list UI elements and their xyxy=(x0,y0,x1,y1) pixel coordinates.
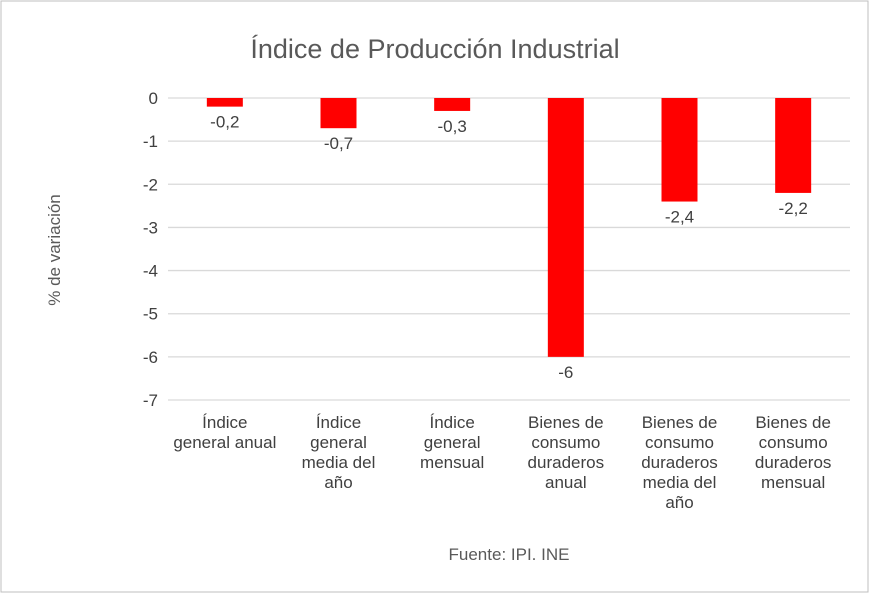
x-tick-label: Índice general mensual xyxy=(420,413,484,472)
bar xyxy=(206,98,243,107)
y-tick-label: 0 xyxy=(149,89,158,108)
x-tick-label-line: año xyxy=(324,473,352,492)
x-tick-label-line: año xyxy=(665,493,693,512)
bar xyxy=(661,98,698,202)
x-axis-label: Fuente: IPI. INE xyxy=(449,545,570,564)
x-tick-label: Índice general media del año xyxy=(302,413,376,492)
x-tick-label-line: anual xyxy=(545,473,587,492)
y-tick-label: -7 xyxy=(143,391,158,410)
x-tick-label-line: general xyxy=(310,433,367,452)
x-tick-label-line: Índice xyxy=(429,413,474,432)
x-tick-label-line: mensual xyxy=(761,473,825,492)
data-label: -0,3 xyxy=(438,117,467,136)
x-tick-label-line: general anual xyxy=(173,433,276,452)
data-label: -0,7 xyxy=(324,134,353,153)
x-tick-label: Índice general anual xyxy=(173,413,276,452)
data-label: -6 xyxy=(558,363,573,382)
chart-title: Índice de Producción Industrial xyxy=(250,34,619,64)
x-tick-label-line: consumo xyxy=(645,433,714,452)
x-tick-label-line: duraderos xyxy=(641,453,718,472)
y-tick-label: -2 xyxy=(143,175,158,194)
x-tick-label-line: media del xyxy=(643,473,717,492)
y-tick-label: -5 xyxy=(143,305,158,324)
bar xyxy=(320,98,357,129)
x-tick-label: Bienes de consumo duraderos anual xyxy=(528,413,605,492)
bar xyxy=(775,98,812,193)
x-tick-label-line: Bienes de xyxy=(642,413,718,432)
y-axis-label: % de variación xyxy=(45,194,64,306)
x-tick-label-line: Índice xyxy=(202,413,247,432)
y-tick-label: -1 xyxy=(143,132,158,151)
data-label: -2,2 xyxy=(779,199,808,218)
x-tick-label: Bienes de consumo duraderos mensual xyxy=(755,413,832,492)
data-label: -2,4 xyxy=(665,208,694,227)
x-tick-label-line: consumo xyxy=(759,433,828,452)
x-tick-label-line: consumo xyxy=(531,433,600,452)
x-tick-label-line: mensual xyxy=(420,453,484,472)
y-tick-label: -6 xyxy=(143,348,158,367)
x-tick-label-line: duraderos xyxy=(528,453,605,472)
x-tick-label-line: Índice xyxy=(316,413,361,432)
bar xyxy=(547,98,584,357)
x-tick-label-line: Bienes de xyxy=(528,413,604,432)
data-label: -0,2 xyxy=(210,113,239,132)
x-tick-label-line: duraderos xyxy=(755,453,832,472)
x-tick-label-line: media del xyxy=(302,453,376,472)
x-tick-label: Bienes de consumo duraderos media del año xyxy=(641,413,718,512)
y-tick-label: -4 xyxy=(143,262,158,281)
x-tick-label-line: general xyxy=(424,433,481,452)
bar xyxy=(434,98,471,111)
x-tick-label-line: Bienes de xyxy=(755,413,831,432)
y-tick-label: -3 xyxy=(143,218,158,237)
